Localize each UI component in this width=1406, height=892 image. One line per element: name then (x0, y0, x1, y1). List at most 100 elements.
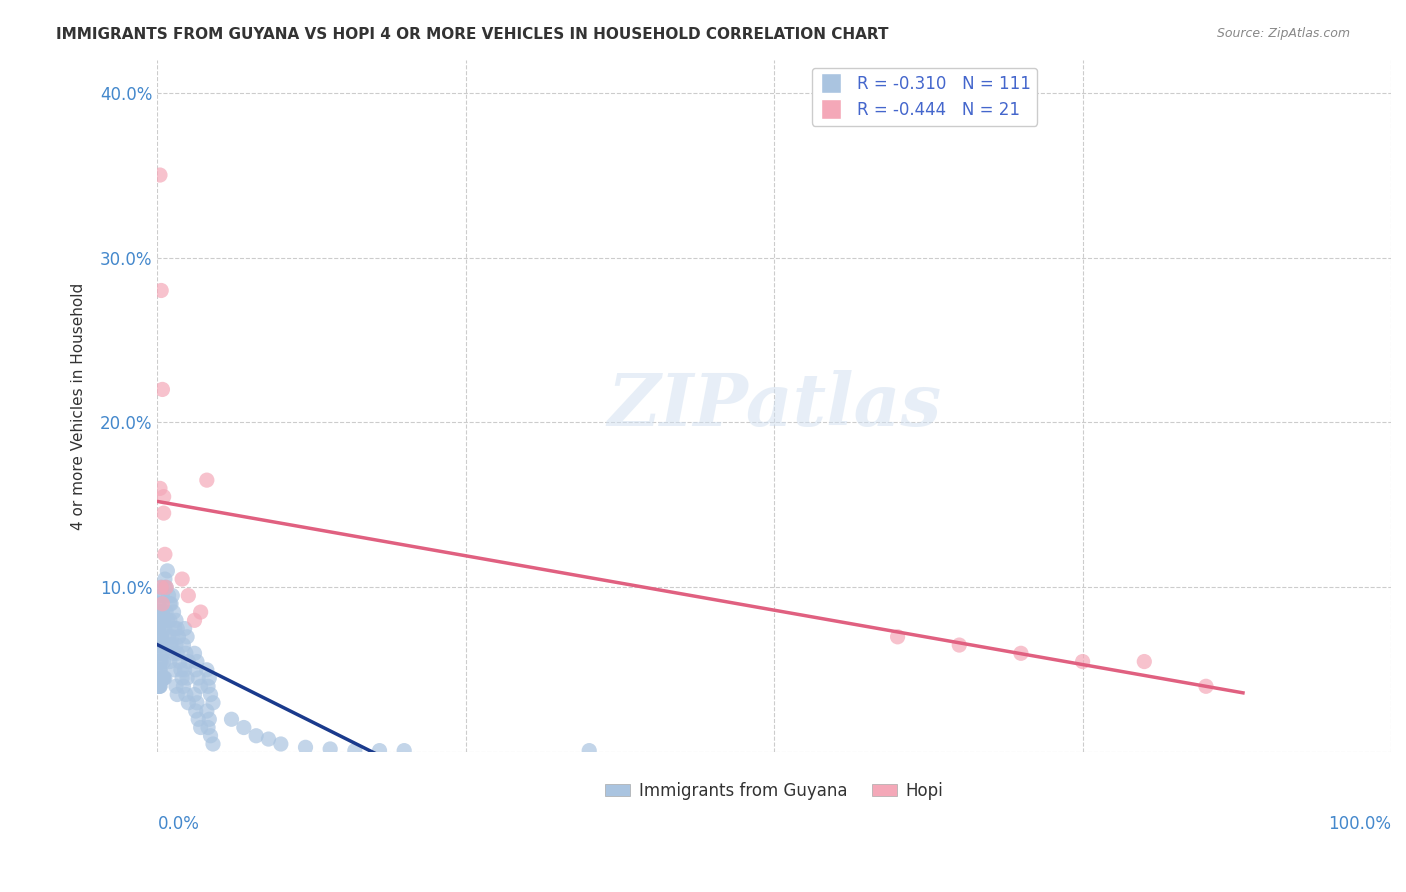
Point (148, 597, 170, 611)
Point (150, 605, 173, 619)
Point (166, 646, 188, 660)
Point (149, 663, 172, 677)
Point (152, 622, 174, 636)
Point (172, 638, 194, 652)
Point (149, 655, 172, 669)
Point (186, 655, 208, 669)
Point (149, 482, 172, 496)
Point (156, 564, 179, 578)
Point (162, 589, 184, 603)
Point (200, 688, 222, 702)
Point (156, 613, 179, 627)
Point (257, 732, 280, 747)
Point (166, 622, 188, 636)
Point (1133, 655, 1156, 669)
Point (197, 679, 219, 693)
Point (392, 743, 415, 757)
Point (149, 638, 172, 652)
Point (149, 679, 172, 693)
Point (886, 630, 908, 644)
Point (152, 671, 174, 685)
Point (148, 622, 170, 636)
Point (150, 630, 173, 644)
Text: IMMIGRANTS FROM GUYANA VS HOPI 4 OR MORE VEHICLES IN HOUSEHOLD CORRELATION CHART: IMMIGRANTS FROM GUYANA VS HOPI 4 OR MORE… (56, 27, 889, 42)
Point (163, 663, 186, 677)
Point (186, 696, 208, 710)
Point (172, 679, 194, 693)
Point (221, 712, 243, 726)
Point (152, 671, 174, 685)
Point (270, 737, 292, 751)
Point (155, 580, 177, 594)
Point (183, 613, 205, 627)
Point (195, 473, 218, 487)
Point (1010, 646, 1032, 660)
Point (177, 696, 200, 710)
Point (152, 671, 174, 685)
Point (368, 743, 391, 757)
Point (150, 630, 173, 644)
Point (148, 679, 170, 693)
Point (149, 605, 172, 619)
Point (177, 655, 200, 669)
Point (167, 630, 190, 644)
Point (1195, 679, 1218, 693)
Point (190, 679, 212, 693)
Point (163, 622, 186, 636)
Point (195, 663, 218, 677)
Point (152, 383, 174, 397)
Point (162, 646, 184, 660)
Legend: R = -0.310   N = 111, R = -0.444   N = 21: R = -0.310 N = 111, R = -0.444 N = 21 (811, 68, 1038, 126)
Point (149, 663, 172, 677)
Point (195, 704, 218, 718)
Point (183, 688, 205, 702)
Text: Source: ZipAtlas.com: Source: ZipAtlas.com (1216, 27, 1350, 40)
Point (152, 655, 174, 669)
Text: 0.0%: 0.0% (157, 815, 200, 833)
Point (148, 605, 170, 619)
Point (190, 605, 212, 619)
Point (187, 671, 209, 685)
Point (200, 729, 222, 743)
Point (159, 655, 181, 669)
Point (169, 655, 191, 669)
Point (153, 580, 176, 594)
Point (198, 671, 221, 685)
Point (165, 638, 187, 652)
Point (150, 655, 173, 669)
Point (148, 630, 170, 644)
Point (148, 622, 170, 636)
Point (162, 605, 184, 619)
Point (160, 638, 183, 652)
Point (166, 688, 188, 702)
Point (245, 729, 267, 743)
Point (149, 679, 172, 693)
Point (201, 737, 224, 751)
Point (183, 646, 205, 660)
Point (162, 630, 184, 644)
Point (153, 547, 176, 561)
Point (1071, 655, 1094, 669)
Point (319, 742, 342, 756)
Text: 100.0%: 100.0% (1329, 815, 1391, 833)
Point (160, 597, 183, 611)
Point (578, 743, 600, 757)
Point (155, 580, 177, 594)
Point (201, 696, 224, 710)
Point (153, 671, 176, 685)
Point (165, 613, 187, 627)
Point (150, 638, 173, 652)
Point (172, 572, 194, 586)
Point (150, 580, 173, 594)
Point (177, 589, 200, 603)
Point (152, 613, 174, 627)
Point (184, 663, 207, 677)
Point (153, 622, 176, 636)
Point (176, 671, 198, 685)
Point (948, 638, 970, 652)
Point (170, 663, 193, 677)
Point (174, 688, 197, 702)
Point (152, 506, 174, 520)
Point (152, 490, 174, 504)
Point (148, 613, 170, 627)
